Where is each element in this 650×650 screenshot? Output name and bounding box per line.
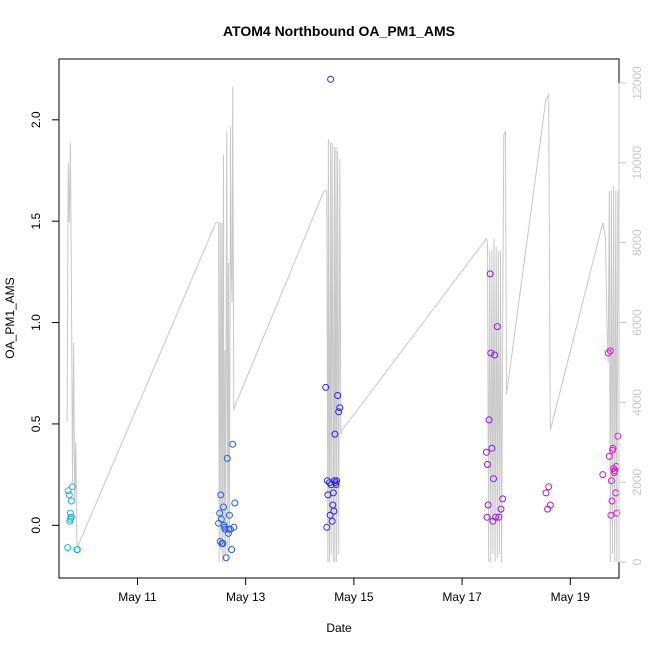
y-tick-label: 2.0 — [29, 111, 43, 128]
data-point — [614, 432, 622, 440]
data-point — [323, 523, 331, 531]
data-point — [488, 444, 496, 452]
data-point — [73, 546, 81, 554]
x-tick-label: May 19 — [551, 590, 591, 604]
x-tick-label: May 17 — [442, 590, 482, 604]
chart-title: ATOM4 Northbound OA_PM1_AMS — [223, 23, 455, 39]
data-point — [336, 404, 344, 412]
data-point — [322, 383, 330, 391]
data-point — [66, 509, 74, 517]
y-tick-label: 1.5 — [29, 213, 43, 230]
y-tick-label: 0.5 — [29, 415, 43, 432]
data-point — [69, 483, 76, 491]
data-point — [484, 461, 491, 468]
data-point — [323, 477, 331, 485]
data-point — [482, 448, 490, 456]
y2-tick-label: 12000 — [630, 66, 644, 100]
data-point — [606, 347, 614, 355]
data-point — [599, 471, 607, 479]
data-point — [332, 481, 340, 489]
data-point — [64, 544, 72, 552]
data-point — [217, 491, 225, 499]
data-point — [225, 525, 233, 533]
y-axis-label: OA_PM1_AMS — [3, 277, 17, 358]
data-point — [546, 501, 554, 509]
y-tick-label: 1.0 — [29, 314, 43, 331]
x-tick-label: May 15 — [334, 590, 374, 604]
data-point — [229, 440, 237, 448]
data-point — [605, 452, 613, 460]
data-point — [497, 505, 505, 513]
data-point — [483, 513, 491, 521]
data-point — [225, 511, 233, 519]
data-point — [491, 351, 499, 359]
data-point — [607, 477, 615, 485]
data-point — [484, 501, 492, 509]
data-point — [490, 475, 497, 483]
data-point — [604, 349, 612, 357]
data-point — [334, 392, 342, 399]
data-point — [327, 481, 335, 489]
data-point — [487, 349, 495, 357]
data-point — [335, 408, 343, 416]
data-point — [64, 487, 72, 495]
data-point — [492, 513, 500, 521]
y2-tick-label: 4000 — [630, 389, 644, 416]
data-point — [608, 497, 616, 505]
data-point — [545, 483, 553, 491]
data-point — [231, 499, 239, 507]
data-point — [333, 477, 341, 485]
data-point — [486, 270, 494, 278]
data-point — [217, 515, 225, 523]
data-point — [542, 489, 550, 497]
data-point — [222, 554, 230, 562]
data-point — [613, 509, 621, 517]
data-point — [329, 489, 337, 497]
data-point — [220, 503, 227, 511]
data-point — [224, 529, 232, 537]
x-axis-label: Date — [326, 621, 352, 635]
data-point — [331, 430, 339, 438]
data-point — [499, 495, 507, 503]
altitude-layer — [66, 86, 619, 563]
y2-tick-label: 0 — [630, 558, 644, 565]
x-tick-label: May 11 — [118, 590, 157, 604]
axes-layer: May 11 May 13 May 15 May 17 May 19 0.0 0.5 1.0 1… — [29, 66, 644, 604]
points-layer — [64, 75, 622, 562]
data-point — [495, 513, 503, 521]
data-point — [228, 546, 236, 554]
y2-tick-label: 10000 — [630, 146, 644, 180]
data-point — [609, 444, 617, 452]
data-point — [493, 323, 501, 331]
data-point — [607, 511, 615, 519]
y-tick-label: 0.0 — [29, 517, 43, 534]
data-point — [610, 469, 618, 477]
altitude-line — [66, 86, 619, 563]
data-point — [330, 507, 338, 515]
data-point — [326, 511, 334, 519]
data-point — [67, 497, 75, 505]
y2-tick-label: 6000 — [630, 309, 644, 336]
data-point — [485, 416, 493, 424]
data-point — [65, 491, 73, 499]
data-point — [221, 523, 229, 531]
x-tick-label: May 13 — [226, 590, 266, 604]
y2-tick-label: 8000 — [630, 229, 644, 256]
data-point — [67, 513, 75, 521]
data-point — [218, 540, 226, 547]
data-point — [327, 75, 335, 83]
data-point — [223, 454, 231, 462]
data-point — [328, 517, 336, 525]
y2-tick-label: 2000 — [630, 469, 644, 496]
